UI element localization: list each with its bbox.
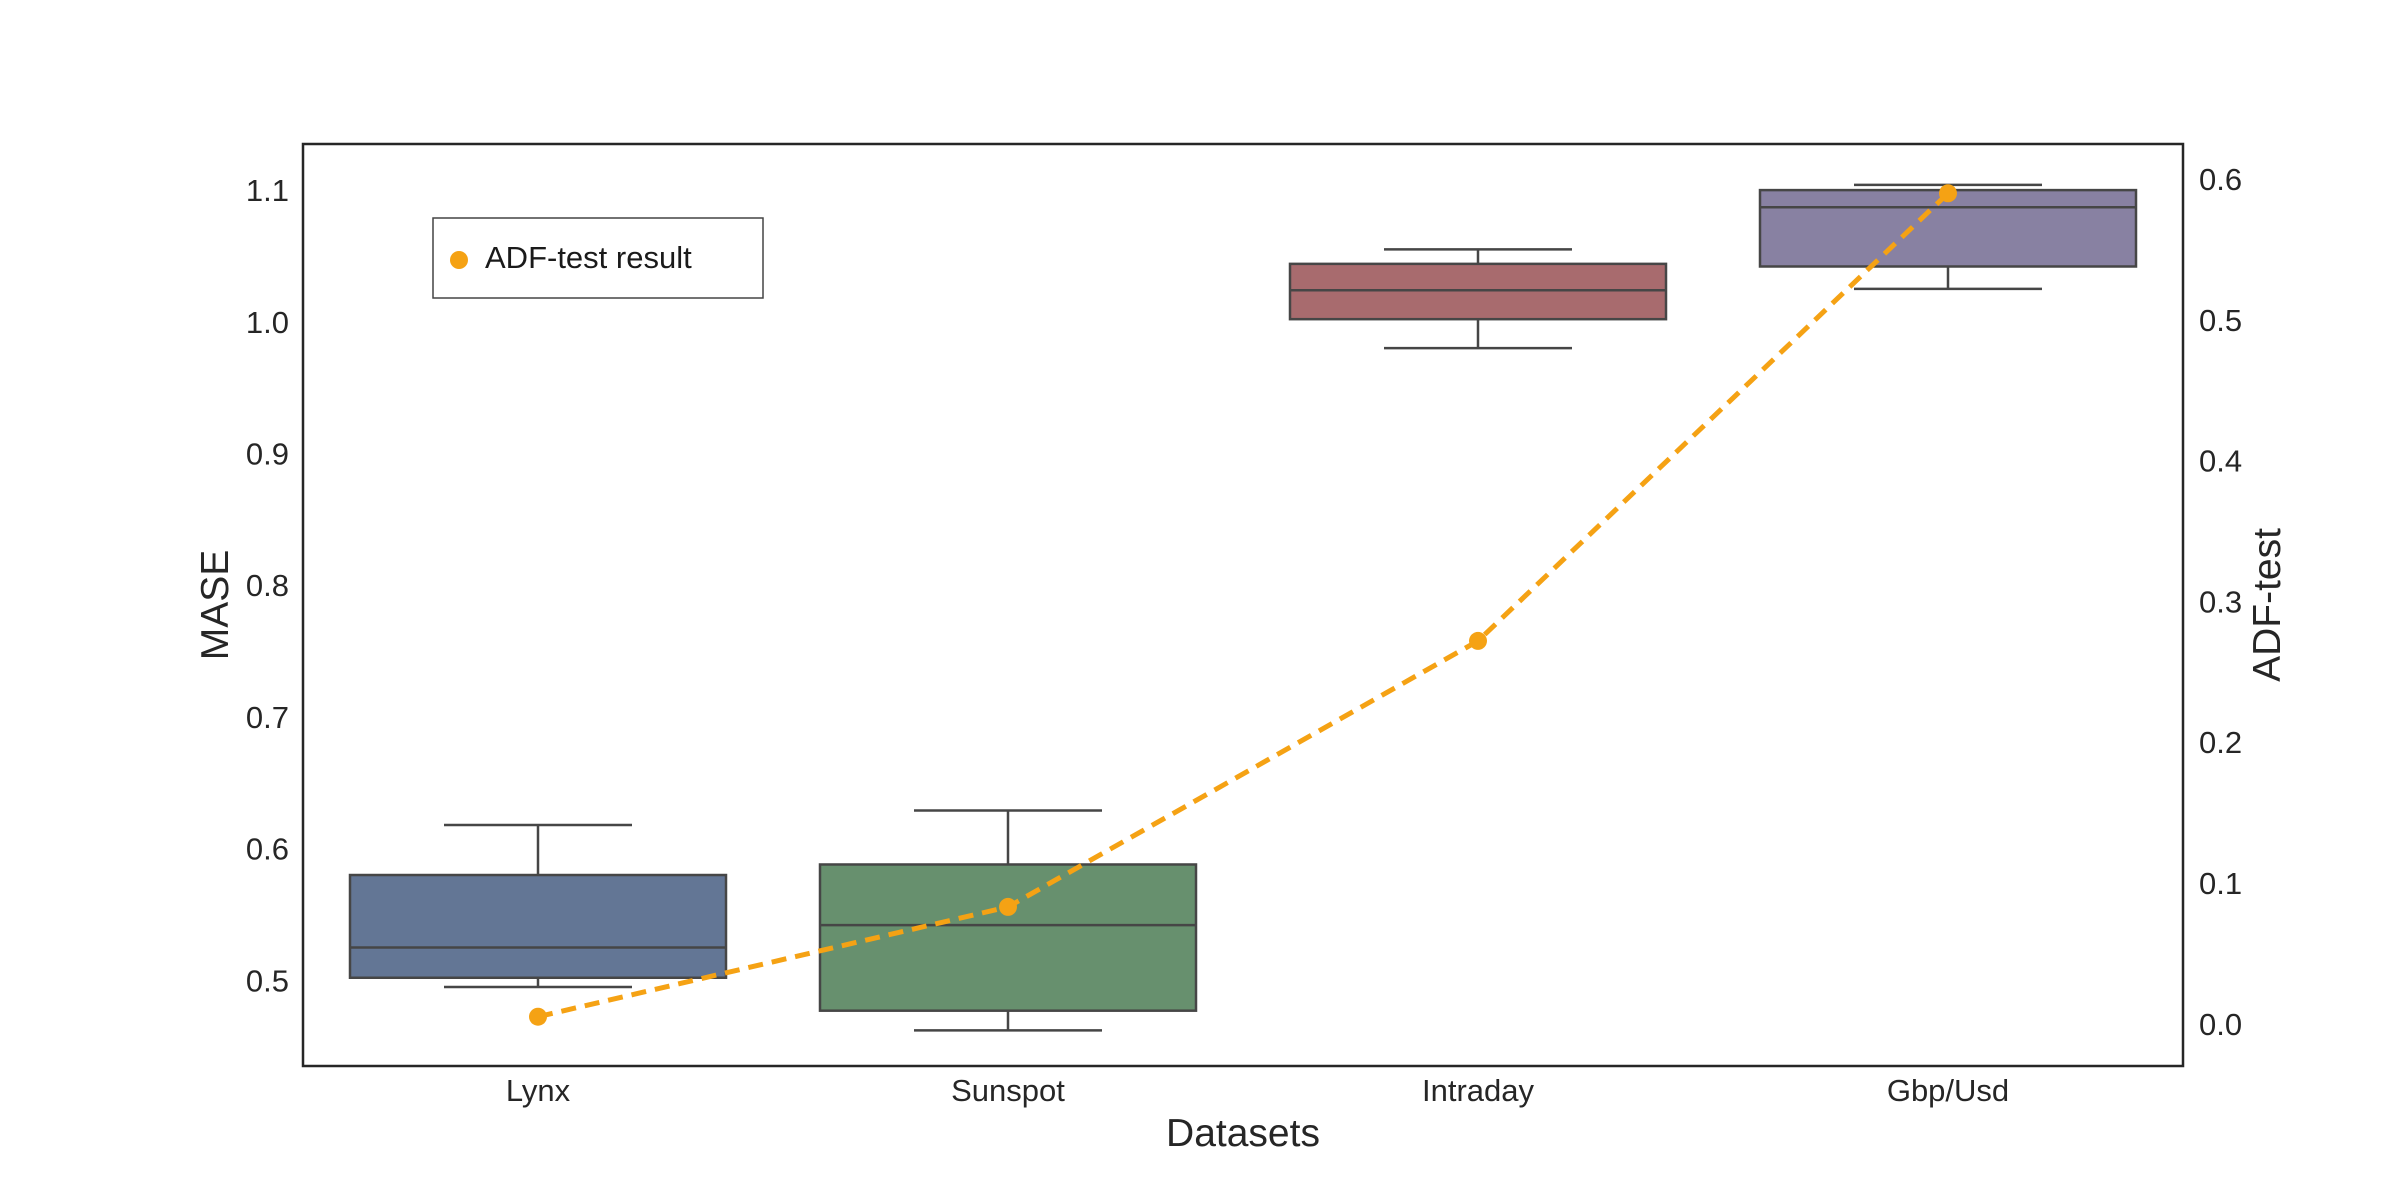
y2-axis-title: ADF-test — [2246, 528, 2289, 682]
box-sunspot — [818, 809, 1198, 1032]
legend-marker-adf — [450, 251, 468, 269]
box-rect-sunspot — [818, 863, 1198, 1012]
y-axis-title: MASE — [194, 550, 237, 661]
adf-line-layer — [529, 184, 1957, 1026]
x-tick-label-intraday: Intraday — [1422, 1073, 1535, 1108]
y2-tick-label: 0.2 — [2199, 725, 2242, 760]
y-tick-label: 1.1 — [246, 173, 289, 208]
box-rect-intraday — [1288, 262, 1668, 321]
y-tick-label: 0.7 — [246, 700, 289, 735]
y-tick-label: 0.6 — [246, 832, 289, 867]
y2-tick-label: 0.6 — [2199, 162, 2242, 197]
legend-label-adf: ADF-test result — [485, 240, 692, 275]
y-tick-label: 0.8 — [246, 568, 289, 603]
x-tick-label-gbp-usd: Gbp/Usd — [1887, 1073, 2009, 1108]
legend-box — [432, 217, 764, 299]
y2-tick-label: 0.5 — [2199, 303, 2242, 338]
y2-tick-label: 0.0 — [2199, 1007, 2242, 1042]
adf-point-intraday — [1469, 631, 1487, 650]
y-tick-label: 0.9 — [246, 437, 289, 472]
adf-point-lynx — [529, 1007, 547, 1026]
y-tick-label: 0.5 — [246, 963, 289, 998]
x-tick-label-lynx: Lynx — [506, 1073, 571, 1108]
box-rect-lynx — [348, 873, 728, 980]
x-ticks: Lynx Sunspot Intraday Gbp/Usd — [506, 1073, 2009, 1108]
legend: ADF-test result — [432, 217, 764, 299]
y2-tick-label: 0.4 — [2199, 444, 2242, 479]
x-axis-title: Datasets — [1166, 1112, 1320, 1155]
adf-point-sunspot — [999, 897, 1017, 916]
boxes-layer — [348, 183, 2138, 1032]
adf-point-gbp-usd — [1939, 184, 1957, 203]
y2-tick-label: 0.1 — [2199, 866, 2242, 901]
box-lynx — [348, 823, 728, 989]
box-rect-gbp-usd — [1758, 188, 2138, 268]
box-intraday — [1288, 248, 1668, 350]
x-tick-label-sunspot: Sunspot — [951, 1073, 1065, 1108]
plot-frame — [301, 142, 2185, 1068]
right-y-ticks: 0.0 0.1 0.2 0.3 0.4 0.5 0.6 — [2199, 162, 2242, 1042]
y2-tick-label: 0.3 — [2199, 584, 2242, 619]
y-tick-label: 1.0 — [246, 305, 289, 340]
adf-line — [537, 191, 1950, 1020]
left-y-ticks: 0.5 0.6 0.7 0.8 0.9 1.0 1.1 — [246, 173, 289, 998]
